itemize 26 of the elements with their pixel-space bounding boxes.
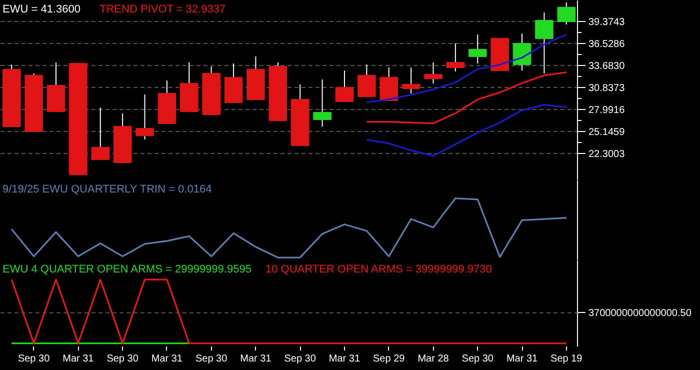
x-tick-label: Sep 30	[106, 354, 139, 364]
text: 3700000000000000.50	[588, 308, 692, 320]
x-tick-label: Sep 29	[373, 354, 406, 364]
y-tick-label: 30.8373	[588, 83, 626, 94]
y-tick-label: 22.3003	[588, 149, 626, 160]
x-tick-label: Sep 19	[550, 354, 583, 364]
x-tick-label: Mar 31	[240, 354, 272, 364]
x-tick-label: Mar 31	[151, 354, 183, 364]
chart-title: 9/19/25 EWU QUARTERLY TRIN = 0.0164	[2, 184, 212, 196]
x-tick-label: Mar 28	[418, 354, 450, 364]
y-tick-label: 27.9916	[588, 105, 626, 116]
x-tick-label: Mar 31	[328, 354, 360, 364]
x-tick-label: Sep 30	[18, 354, 50, 364]
x-tick-label: Sep 30	[284, 354, 316, 364]
y-tick-label: 33.6830	[588, 61, 626, 72]
y-tick-label: 25.1459	[588, 127, 626, 138]
chart-title: EWU = 41.3600	[2, 4, 80, 16]
text: TREND PIVOT = 32.9337	[100, 4, 226, 16]
x-tick-label: Sep 30	[195, 354, 228, 364]
x-tick-label: Sep 30	[462, 354, 494, 364]
text: 10 QUARTER OPEN ARMS = 39999999.9730	[266, 264, 492, 276]
text: EWU 4 QUARTER OPEN ARMS = 29999999.9595	[2, 264, 252, 276]
y-tick-label: 39.3743	[588, 17, 626, 28]
y-tick-label: 36.5286	[588, 39, 626, 50]
x-tick-label: Mar 31	[62, 354, 94, 364]
x-tick-label: Mar 31	[506, 354, 538, 364]
